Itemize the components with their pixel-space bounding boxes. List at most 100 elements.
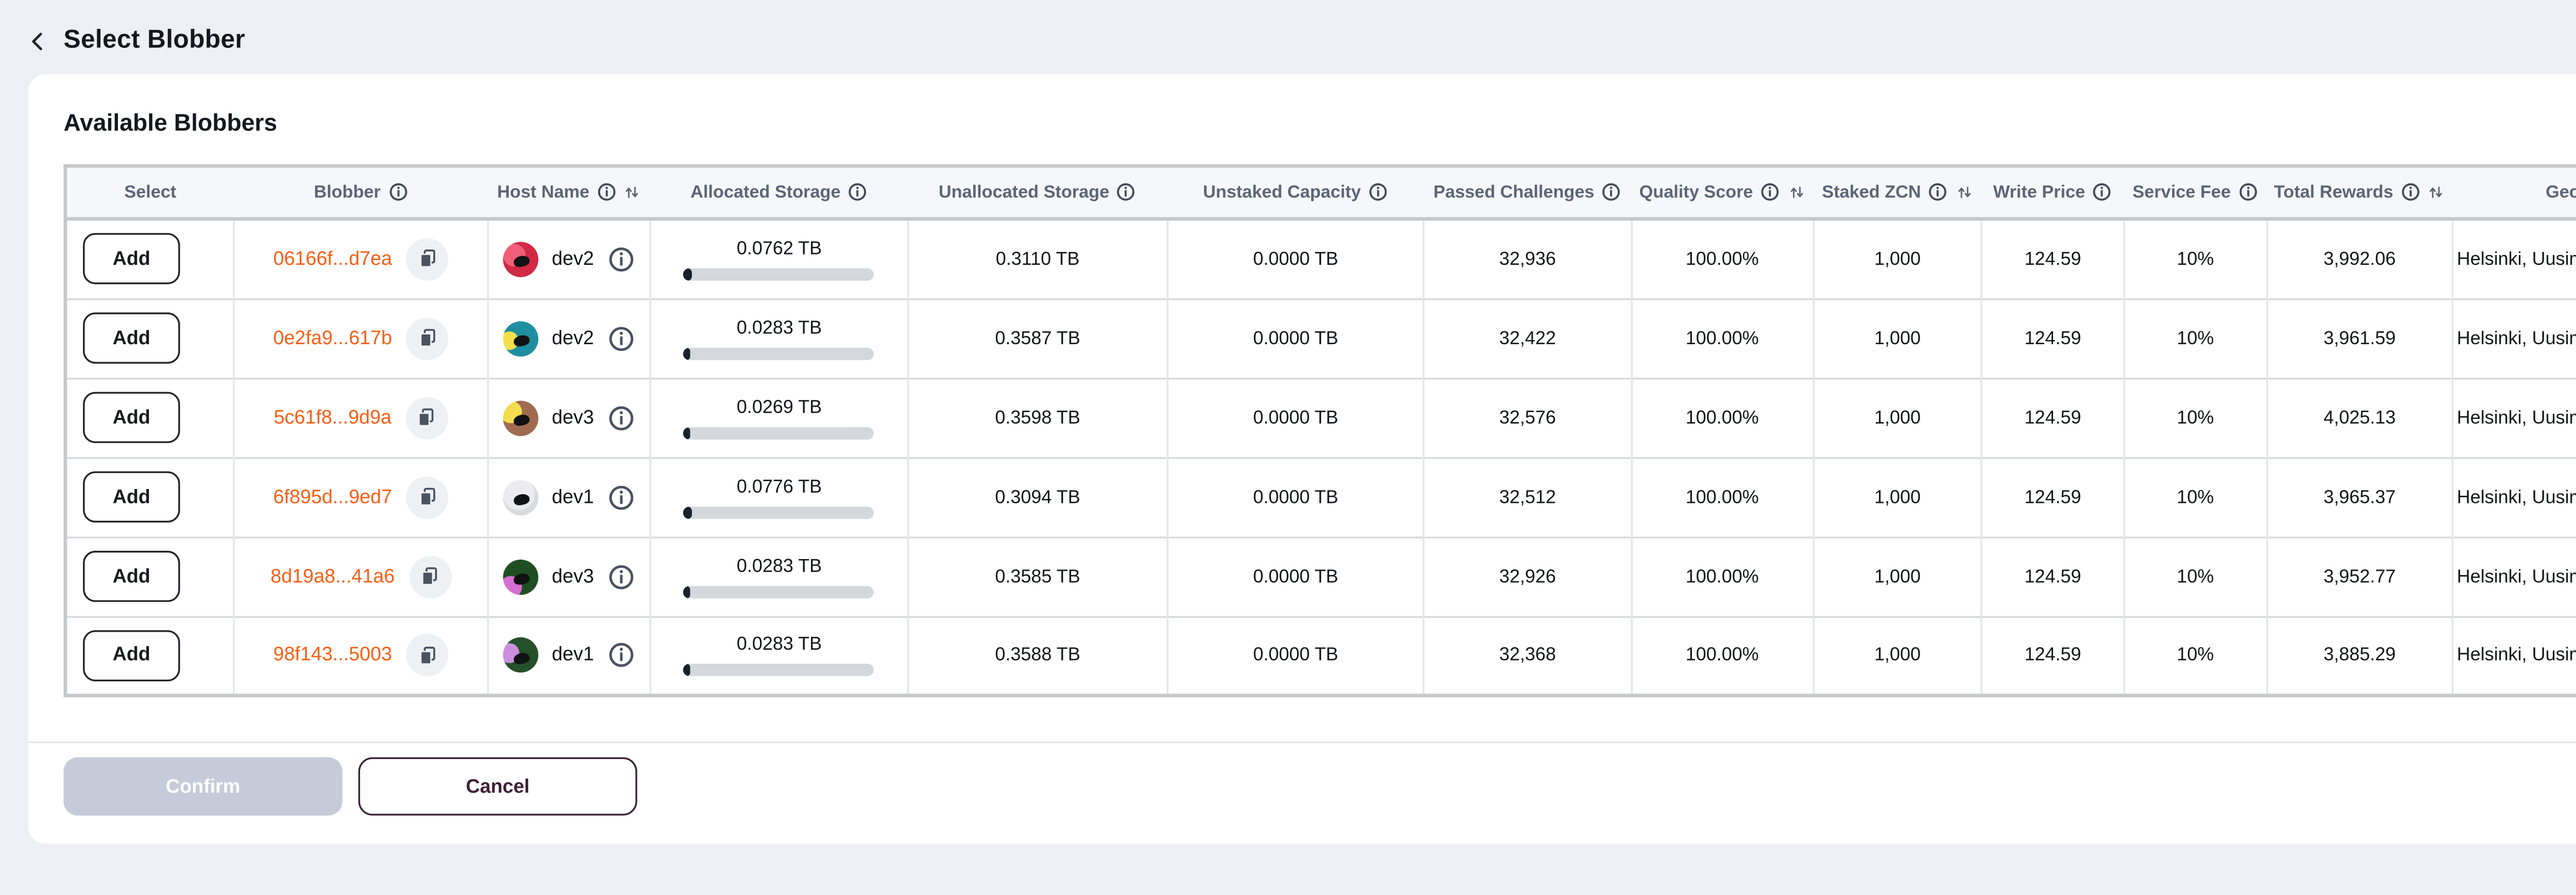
staked-zcn-cell: 1,000 [1813,218,1983,298]
info-icon[interactable] [608,641,636,669]
allocated-storage-cell: 0.0283 TB [650,535,909,616]
add-blobber-button[interactable]: Add [83,392,180,443]
host-cell: dev1 [488,615,652,696]
copy-icon[interactable] [406,238,449,280]
write-price-cell: 124.59 [1981,535,2125,616]
unstaked-capacity-cell: 0.0000 TB [1167,377,1425,458]
copy-icon[interactable] [406,316,449,360]
info-icon[interactable] [1760,182,1780,202]
add-blobber-button[interactable]: Add [83,550,180,602]
service-fee-cell: 10% [2124,535,2268,616]
table-row: Add 8d19a8...41a6 dev3 0.0283 TB 0.3585 … [65,535,2576,616]
blobber-id-link[interactable]: 5c61f8...9d9a [274,407,392,428]
allocated-storage-bar [684,426,875,439]
total-rewards-cell: 3,965.37 [2266,456,2453,537]
info-icon[interactable] [608,324,636,352]
unallocated-storage-cell: 0.3587 TB [908,297,1168,378]
info-icon[interactable] [1928,182,1948,202]
service-fee-cell: 10% [2124,615,2268,696]
info-icon[interactable] [608,562,636,590]
host-cell: dev1 [488,456,652,537]
copy-icon[interactable] [409,555,451,598]
col-header-service-fee: Service Fee [2124,166,2267,221]
info-icon[interactable] [2400,182,2420,202]
geo-cell: Helsinki, Uusimaa, Finland [2452,377,2576,458]
avatar [502,320,538,356]
col-header-unstaked-capacity: Unstaked Capacity [1167,166,1425,221]
blobbers-table: Select Blobber Host Name Allocated Stora… [63,164,2576,698]
cancel-button[interactable]: Cancel [358,757,637,816]
unstaked-capacity-cell: 0.0000 TB [1167,535,1425,616]
allocated-storage-bar [684,267,875,280]
passed-challenges-cell: 32,926 [1424,535,1632,616]
col-header-geo: Geo [2452,166,2576,221]
geo-cell: Helsinki, Uusimaa, Finland [2456,248,2576,270]
info-icon[interactable] [1601,182,1621,202]
add-blobber-button[interactable]: Add [83,233,180,285]
unallocated-storage-cell: 0.3094 TB [908,456,1168,537]
top-bar: Select Blobber [0,0,2576,63]
sort-icon[interactable] [1787,183,1805,201]
avatar [502,559,538,594]
host-cell: dev3 [488,535,652,616]
add-blobber-button[interactable]: Add [83,312,180,364]
confirm-button[interactable]: Confirm [63,757,343,816]
info-icon[interactable] [848,182,868,202]
staked-zcn-cell: 1,000 [1813,535,1983,616]
write-price-cell: 124.59 [1981,615,2125,696]
copy-icon[interactable] [405,396,448,439]
blobber-id-link[interactable]: 06166f...d7ea [273,248,392,270]
passed-challenges-cell: 32,422 [1424,297,1632,378]
sort-icon[interactable] [1955,183,1973,201]
info-icon[interactable] [608,403,636,432]
blobber-id-link[interactable]: 98f143...5003 [273,645,392,666]
blobber-id-link[interactable]: 8d19a8...41a6 [270,566,395,587]
back-button[interactable] [23,26,52,55]
service-fee-cell: 10% [2124,456,2268,537]
info-icon[interactable] [1116,182,1137,202]
unallocated-storage-cell: 0.3110 TB [908,218,1168,298]
info-icon[interactable] [608,245,636,273]
select-cell: Add [65,535,235,616]
geo-cell: Helsinki, Uusimaa, Finland [2452,456,2576,537]
blobber-cell: 06166f...d7ea [233,218,489,298]
info-icon[interactable] [608,483,636,511]
add-blobber-button[interactable]: Add [83,471,180,523]
info-icon[interactable] [597,182,617,202]
col-header-unallocated-storage: Unallocated Storage [908,166,1167,221]
select-cell: Add [65,456,235,537]
table-row: Add 6f895d...9ed7 dev1 0.0776 TB 0.3094 … [65,456,2576,537]
host-cell: dev2 [488,218,652,298]
col-header-total-rewards[interactable]: Total Rewards [2266,166,2453,221]
sort-icon[interactable] [624,183,641,201]
info-icon[interactable] [2238,182,2258,202]
host-name: dev1 [552,486,594,508]
add-blobber-button[interactable]: Add [83,630,180,681]
allocated-storage-bar [684,585,875,598]
copy-icon[interactable] [406,476,449,518]
blobber-cell: 6f895d...9ed7 [233,456,489,537]
blobber-id-link[interactable]: 6f895d...9ed7 [273,486,392,508]
col-header-select: Select [65,166,234,221]
info-icon[interactable] [1368,182,1388,202]
unallocated-storage-cell: 0.3598 TB [908,377,1168,458]
info-icon[interactable] [387,182,408,202]
allocated-storage-cell: 0.0762 TB [650,218,909,298]
blobber-cell: 98f143...5003 [233,615,489,696]
blobber-id-link[interactable]: 0e2fa9...617b [273,327,392,349]
avatar [502,479,538,515]
copy-icon[interactable] [406,634,449,677]
available-blobbers-panel: Available Blobbers Select Blobber Host N… [28,74,2576,844]
unallocated-storage-cell: 0.3585 TB [908,535,1168,616]
table-header-row: Select Blobber Host Name Allocated Stora… [65,166,2576,221]
host-name: dev3 [552,407,594,428]
col-header-quality-score[interactable]: Quality Score [1631,166,1814,221]
quality-score-cell: 100.00% [1631,297,1815,378]
sort-icon[interactable] [2428,183,2445,201]
info-icon[interactable] [2092,182,2112,202]
col-header-host-name[interactable]: Host Name [488,166,651,221]
chevron-left-icon [31,31,41,49]
host-name: dev2 [552,248,594,270]
panel-heading: Available Blobbers [63,109,278,136]
col-header-staked-zcn[interactable]: Staked ZCN [1813,166,1982,221]
